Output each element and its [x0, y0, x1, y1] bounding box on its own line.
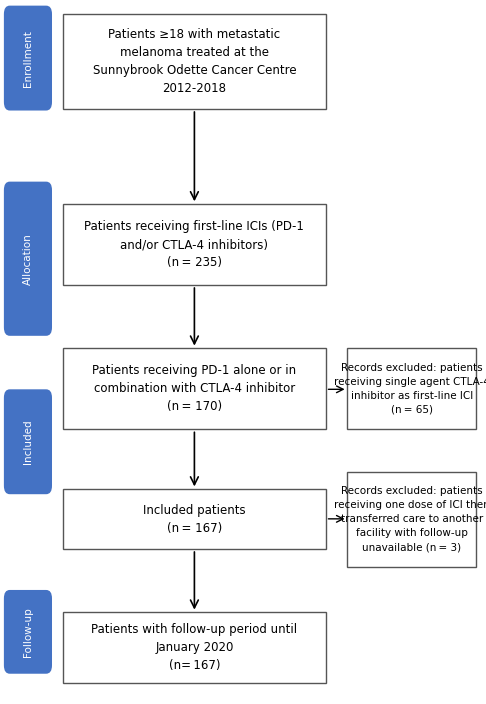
FancyBboxPatch shape [63, 348, 326, 429]
Text: Enrollment: Enrollment [23, 30, 33, 87]
FancyBboxPatch shape [63, 489, 326, 549]
FancyBboxPatch shape [347, 472, 476, 567]
FancyBboxPatch shape [347, 348, 476, 429]
FancyBboxPatch shape [4, 590, 52, 674]
FancyBboxPatch shape [4, 6, 52, 111]
Text: Patients ≥18 with metastatic
melanoma treated at the
Sunnybrook Odette Cancer Ce: Patients ≥18 with metastatic melanoma tr… [93, 28, 296, 95]
Text: Records excluded: patients
receiving one dose of ICI then
transferred care to an: Records excluded: patients receiving one… [334, 486, 486, 552]
Text: Patients with follow-up period until
January 2020
(n= 167): Patients with follow-up period until Jan… [91, 623, 297, 672]
Text: Patients receiving PD-1 alone or in
combination with CTLA-4 inhibitor
(n = 170): Patients receiving PD-1 alone or in comb… [92, 365, 296, 413]
FancyBboxPatch shape [4, 389, 52, 494]
FancyBboxPatch shape [4, 182, 52, 336]
Text: Allocation: Allocation [23, 233, 33, 284]
Text: Included patients
(n = 167): Included patients (n = 167) [143, 503, 246, 535]
Text: Patients receiving first-line ICIs (PD-1
and/or CTLA-4 inhibitors)
(n = 235): Patients receiving first-line ICIs (PD-1… [85, 220, 304, 269]
FancyBboxPatch shape [63, 14, 326, 109]
FancyBboxPatch shape [63, 612, 326, 683]
Text: Included: Included [23, 420, 33, 464]
Text: Follow-up: Follow-up [23, 607, 33, 657]
Text: Records excluded: patients
receiving single agent CTLA-4
inhibitor as first-line: Records excluded: patients receiving sin… [334, 363, 486, 415]
FancyBboxPatch shape [63, 204, 326, 285]
